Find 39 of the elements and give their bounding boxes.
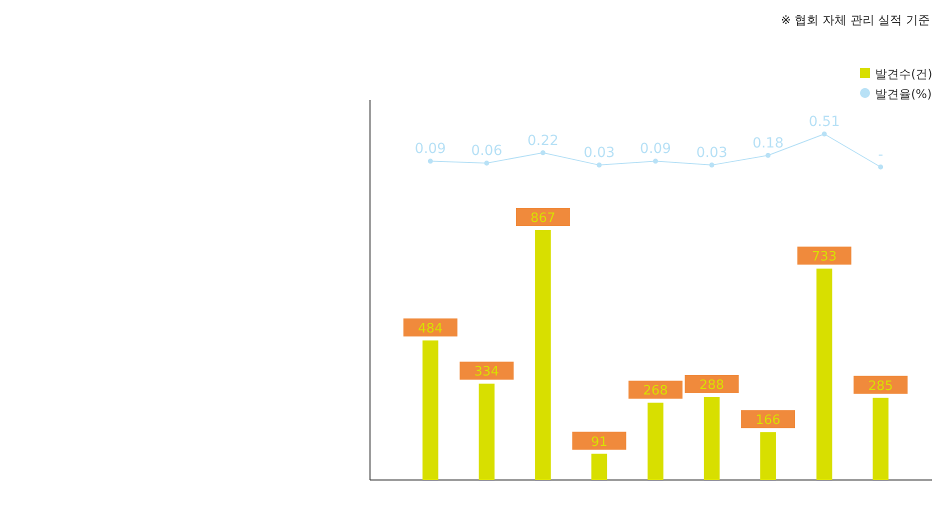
data-label: 268 [643,384,668,399]
point [766,152,771,158]
point [428,158,433,164]
point [822,132,827,136]
data-label: 0.09 [640,141,672,158]
data-label: 0.03 [584,145,615,162]
point [540,150,546,156]
point [878,164,884,170]
bar [816,268,832,480]
bar [591,454,608,480]
bar [535,230,551,480]
data-label: 484 [418,321,443,336]
data-label: 334 [474,364,500,380]
bar [648,402,664,480]
data-label: 0.18 [752,135,784,152]
bar [872,398,888,480]
data-label: - [878,147,884,163]
text: ※ 협회 자체 관리 실적 기준 [780,13,930,27]
bar [478,384,495,480]
bar [422,340,438,480]
legend-label: 발견율(%) [875,87,932,101]
data-label: 733 [812,250,837,265]
legend-label: 발견수(건) [875,67,932,81]
point [484,160,490,166]
data-label: 0.06 [471,143,502,160]
bar [704,396,720,480]
data-label: 0.09 [414,141,446,158]
data-label: 166 [756,413,780,428]
data-label: 0.22 [527,132,559,149]
data-label: 0.03 [696,145,728,162]
data-label: 288 [699,378,724,393]
point [596,162,602,168]
bar [760,432,776,480]
data-label: 0.51 [808,114,840,130]
point [709,162,714,168]
data-label: 285 [868,378,894,394]
data-label: 91 [590,434,608,450]
data-label: 867 [530,211,556,226]
point [653,158,658,164]
